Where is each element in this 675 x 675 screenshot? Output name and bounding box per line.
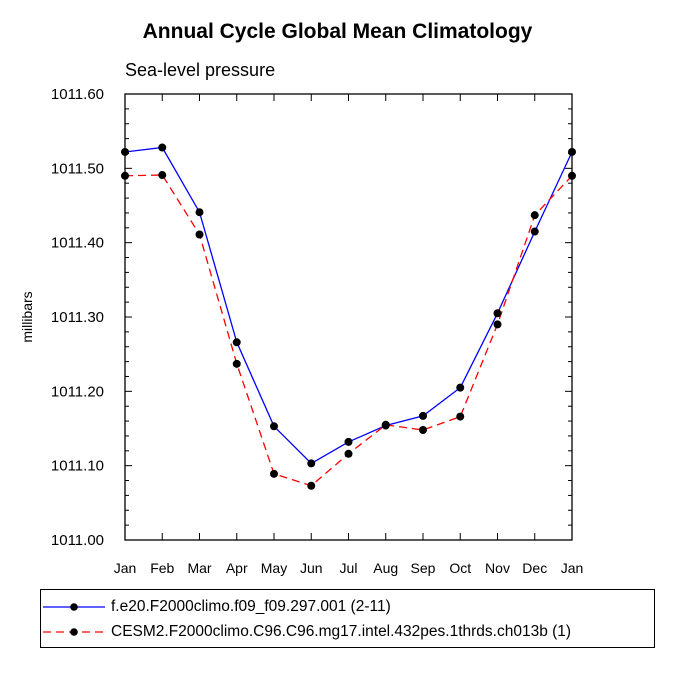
legend-swatch-series-2 [43, 628, 105, 636]
x-tick-label: Oct [449, 560, 471, 576]
series-1-point [195, 208, 204, 217]
legend-label-series-1: f.e20.F2000climo.f09_f09.297.001 (2-11) [111, 598, 391, 615]
series-1-point [493, 309, 502, 318]
x-tick-label: Jan [114, 560, 137, 576]
y-tick-label: 1011.40 [51, 235, 104, 252]
series-2-point [381, 420, 390, 429]
legend-item-series-2: CESM2.F2000climo.C96.C96.mg17.intel.432p… [41, 621, 571, 643]
legend: f.e20.F2000climo.f09_f09.297.001 (2-11) … [40, 589, 655, 648]
chart-subtitle: Sea-level pressure [125, 60, 276, 80]
x-tick-label: Dec [522, 560, 547, 576]
y-axis-label: millibars [19, 291, 35, 342]
series-2-point [158, 171, 167, 180]
x-tick-label: Jan [561, 560, 584, 576]
x-tick-label: Nov [485, 560, 510, 576]
series-line-1 [124, 146, 573, 465]
series-2-point [493, 320, 502, 329]
series-1-point [121, 147, 129, 156]
series-1-point [158, 143, 167, 152]
line-chart: 1011.00 1011.10 1011.20 1011.30 1011.40 1011.… [19, 86, 584, 576]
x-tick-label: Apr [226, 560, 248, 576]
series-2-point [270, 469, 278, 478]
series-2-point [530, 211, 539, 220]
x-tick-label: Mar [187, 560, 211, 576]
series-1-point [344, 437, 353, 446]
y-tick-label: 1011.00 [51, 532, 104, 549]
series-1-point [530, 227, 539, 236]
series-1-point [232, 338, 241, 347]
x-tick-label: May [261, 560, 287, 576]
series-2-point [195, 230, 204, 239]
y-tick-label: 1011.20 [51, 383, 104, 400]
series-1-point [270, 422, 278, 431]
series-2-point [121, 171, 129, 180]
series-1-point [307, 459, 316, 468]
series-2-point [568, 171, 576, 180]
y-tick-label: 1011.10 [51, 458, 104, 475]
legend-swatch-series-1 [43, 603, 105, 611]
x-tick-label: Jun [300, 560, 323, 576]
legend-label-series-2: CESM2.F2000climo.C96.C96.mg17.intel.432p… [111, 623, 572, 640]
legend-item-series-1: f.e20.F2000climo.f09_f09.297.001 (2-11) [41, 596, 391, 618]
chart-title: Annual Cycle Global Mean Climatology [142, 20, 533, 43]
x-tick-label: Sep [411, 560, 436, 576]
x-tick-label: Jul [340, 560, 358, 576]
y-tick-label: 1011.60 [51, 86, 104, 103]
series-2-point [344, 449, 353, 458]
series-1-point [419, 411, 427, 420]
series-2-point [419, 425, 427, 434]
series-2-point [232, 359, 241, 368]
series-1-point [456, 383, 465, 392]
y-tick-label: 1011.30 [51, 309, 104, 326]
x-tick-label: Aug [373, 560, 398, 576]
series-2-point [307, 481, 316, 490]
plot-frame [124, 93, 573, 541]
series-1-point [568, 147, 576, 156]
x-tick-label: Feb [150, 560, 174, 576]
y-tick-label: 1011.50 [51, 160, 104, 177]
series-2-point [456, 412, 465, 421]
